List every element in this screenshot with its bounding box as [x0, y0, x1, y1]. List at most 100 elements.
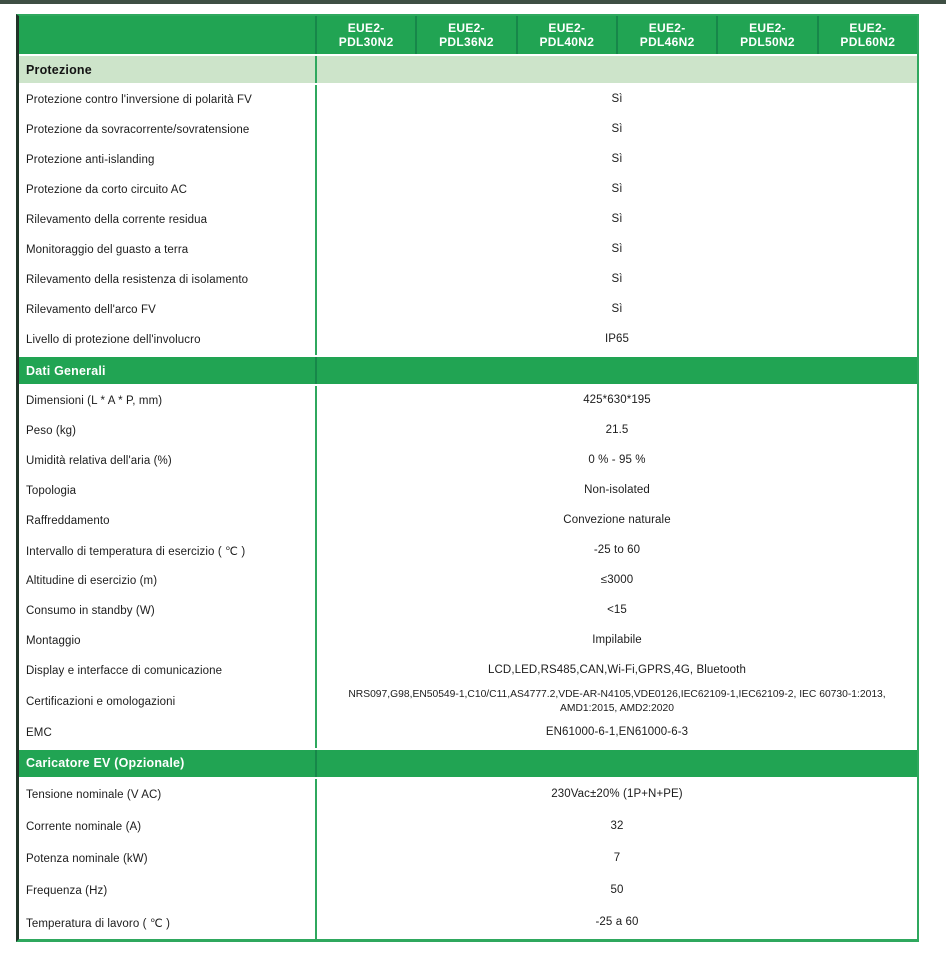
spec-label: Protezione contro l'inversione di polari… [26, 94, 252, 106]
section-header-filler [315, 749, 917, 777]
model-header-row: EUE2- PDL30N2 EUE2- PDL36N2 EUE2- PDL40N… [19, 16, 917, 54]
spec-value: 7 [315, 842, 917, 875]
section-title: Caricatore EV (Opzionale) [26, 756, 185, 771]
spec-label: Intervallo di temperatura di esercizio (… [26, 546, 246, 558]
spec-value: 0 % - 95 % [315, 446, 917, 476]
model-name-line2: PDL30N2 [338, 35, 394, 49]
spec-row: Raffreddamento Convezione naturale [19, 506, 917, 536]
spec-label: Raffreddamento [26, 515, 110, 527]
spec-value: Impilabile [315, 626, 917, 656]
spec-value: Sì [315, 85, 917, 115]
model-column-header: EUE2- PDL50N2 [716, 16, 816, 54]
section-title: Protezione [26, 62, 92, 77]
spec-label: EMC [26, 726, 52, 739]
spec-label: Montaggio [26, 635, 81, 647]
spec-row: Rilevamento dell'arco FV Sì [19, 295, 917, 325]
spec-row: Monitoraggio del guasto a terra Sì [19, 235, 917, 265]
model-name-line1: EUE2- [548, 21, 586, 35]
section-header-filler [315, 357, 917, 384]
spec-value: -25 to 60 [315, 536, 917, 566]
spec-label: Consumo in standby (W) [26, 605, 155, 617]
spec-value: 230Vac±20% (1P+N+PE) [315, 778, 917, 811]
spec-row: Montaggio Impilabile [19, 626, 917, 656]
spec-value: Sì [315, 115, 917, 145]
spec-value: Convezione naturale [315, 506, 917, 536]
spec-value: ≤3000 [315, 566, 917, 596]
spec-label: Dimensioni (L * A * P, mm) [26, 395, 163, 407]
spec-label: Altitudine di esercizio (m) [26, 575, 158, 587]
spec-row: Protezione contro l'inversione di polari… [19, 85, 917, 115]
spec-label: Protezione da corto circuito AC [26, 184, 187, 196]
model-column-header: EUE2- PDL46N2 [616, 16, 716, 54]
spec-label: Peso (kg) [26, 425, 77, 437]
section-header: Caricatore EV (Opzionale) [19, 747, 917, 779]
spec-row: Rilevamento della resistenza di isolamen… [19, 265, 917, 295]
spec-value: 50 [315, 874, 917, 907]
spec-value: -25 a 60 [315, 906, 917, 939]
spec-row: Dimensioni (L * A * P, mm) 425*630*195 [19, 386, 917, 416]
model-column-header: EUE2- PDL30N2 [315, 16, 415, 54]
spec-row: Consumo in standby (W) <15 [19, 596, 917, 626]
spec-row: Protezione da sovracorrente/sovratension… [19, 115, 917, 145]
spec-label: Certificazioni e omologazioni [26, 695, 176, 708]
model-header-cells: EUE2- PDL30N2 EUE2- PDL36N2 EUE2- PDL40N… [315, 16, 917, 54]
spec-value: Sì [315, 205, 917, 235]
model-column-header: EUE2- PDL36N2 [415, 16, 515, 54]
spec-row: Potenza nominale (kW) 7 [19, 842, 917, 875]
model-name-line2: PDL36N2 [439, 35, 494, 49]
spec-label: Display e interfacce di comunicazione [26, 665, 223, 677]
spec-row: Altitudine di esercizio (m) ≤3000 [19, 566, 917, 596]
model-name-line2: PDL40N2 [539, 35, 595, 49]
header-empty-cell [19, 16, 315, 54]
spec-value: 21.5 [315, 416, 917, 446]
spec-label: Rilevamento dell'arco FV [26, 304, 156, 316]
model-name-line1: EUE2- [648, 21, 686, 35]
spec-row: Tensione nominale (V AC) 230Vac±20% (1P+… [19, 778, 917, 811]
spec-value: IP65 [315, 325, 917, 355]
spec-value: 425*630*195 [315, 386, 917, 416]
model-name-line1: EUE2- [849, 21, 887, 35]
spec-label: Monitoraggio del guasto a terra [26, 244, 189, 256]
spec-value: Sì [315, 265, 917, 295]
spec-value: Sì [315, 235, 917, 265]
spec-row: Temperatura di lavoro ( ℃ ) -25 a 60 [19, 906, 917, 939]
spec-row: Corrente nominale (A) 32 [19, 810, 917, 843]
spec-label: Frequenza (Hz) [26, 884, 108, 897]
section-header: Dati Generali [19, 355, 917, 386]
spec-value: EN61000-6-1,EN61000-6-3 [315, 717, 917, 748]
spec-label: Temperatura di lavoro ( ℃ ) [26, 917, 171, 930]
spec-row: Livello di protezione dell'involucro IP6… [19, 325, 917, 355]
spec-value: 32 [315, 810, 917, 843]
section-header-filler [315, 56, 917, 83]
model-column-header: EUE2- PDL40N2 [515, 16, 616, 54]
spec-row: EMC EN61000-6-1,EN61000-6-3 [19, 717, 917, 748]
spec-row: Certificazioni e omologazioni NRS097,G98… [19, 686, 917, 718]
spec-value: <15 [315, 596, 917, 626]
spec-label: Livello di protezione dell'involucro [26, 334, 201, 346]
spec-value: NRS097,G98,EN50549-1,C10/C11,AS4777.2,VD… [315, 686, 917, 718]
spec-label: Protezione da sovracorrente/sovratension… [26, 124, 250, 136]
spec-label: Protezione anti-islanding [26, 154, 155, 166]
spec-row: Protezione anti-islanding Sì [19, 145, 917, 175]
spec-label: Umidità relativa dell'aria (%) [26, 455, 172, 467]
spec-label: Potenza nominale (kW) [26, 852, 148, 865]
model-name-line1: EUE2- [347, 21, 385, 35]
spec-value: LCD,LED,RS485,CAN,Wi-Fi,GPRS,4G, Bluetoo… [315, 656, 917, 686]
spec-row: Topologia Non-isolated [19, 476, 917, 506]
model-name-line2: PDL60N2 [840, 35, 896, 49]
model-name-line1: EUE2- [749, 21, 786, 35]
model-column-header: EUE2- PDL60N2 [816, 16, 917, 54]
spec-row: Rilevamento della corrente residua Sì [19, 205, 917, 235]
spec-label: Topologia [26, 485, 77, 497]
spec-table: EUE2- PDL30N2 EUE2- PDL36N2 EUE2- PDL40N… [16, 14, 919, 942]
spec-label: Rilevamento della corrente residua [26, 214, 208, 226]
spec-row: Intervallo di temperatura di esercizio (… [19, 536, 917, 566]
spec-row: Frequenza (Hz) 50 [19, 874, 917, 907]
spec-label: Rilevamento della resistenza di isolamen… [26, 274, 249, 286]
spec-row: Peso (kg) 21.5 [19, 416, 917, 446]
spec-row: Umidità relativa dell'aria (%) 0 % - 95 … [19, 446, 917, 476]
page-top-strip [0, 0, 946, 4]
spec-value: Sì [315, 145, 917, 175]
spec-label: Tensione nominale (V AC) [26, 788, 162, 801]
